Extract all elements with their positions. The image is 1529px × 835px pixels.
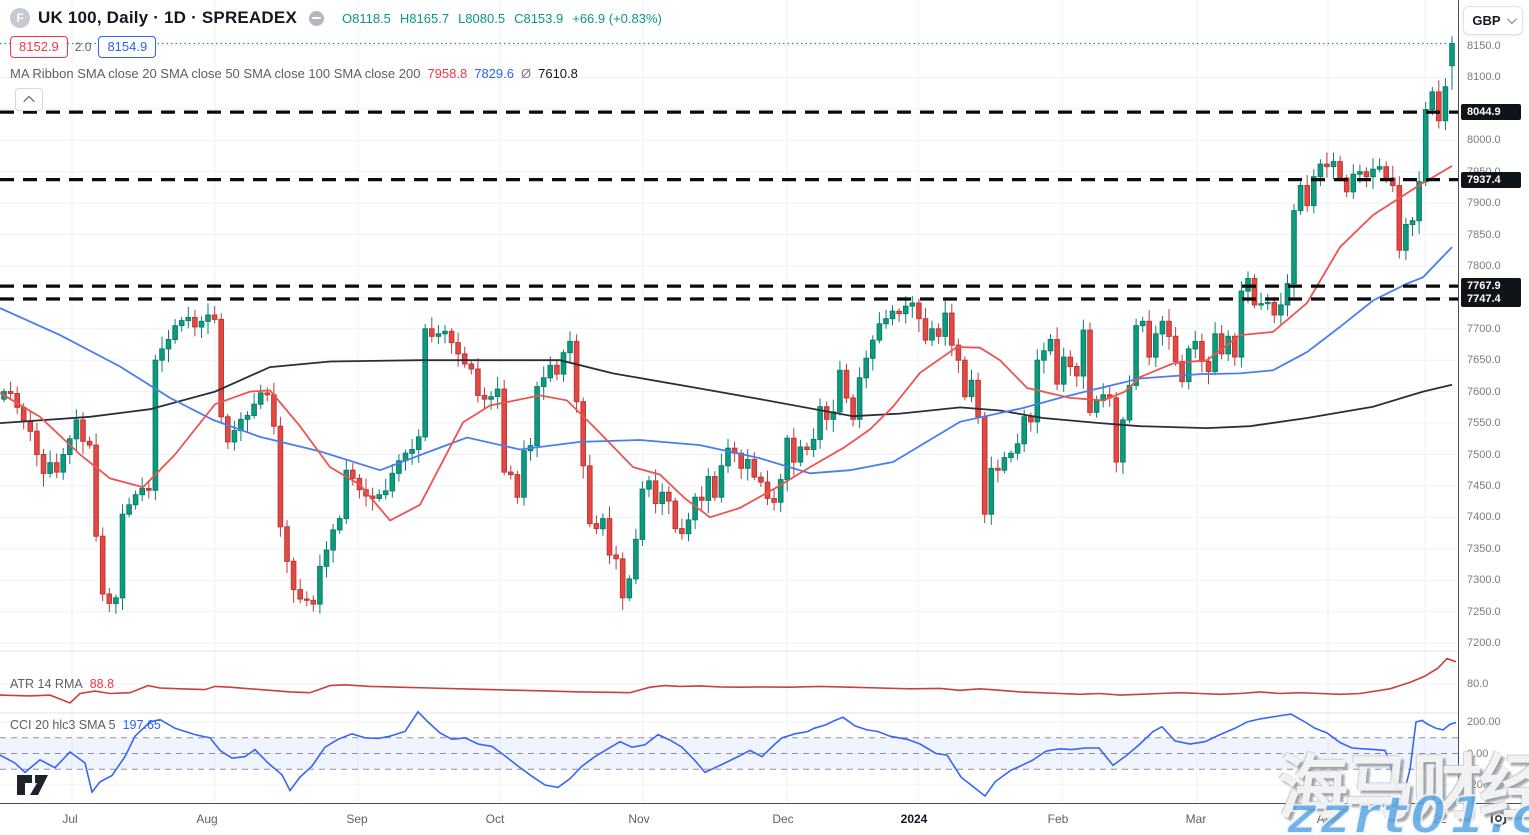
bid-ask-row: 8152.9 2.0 8154.9 — [10, 36, 157, 58]
price-level-badge: 7767.9 — [1461, 278, 1521, 295]
collapse-legend-button[interactable] — [15, 88, 43, 111]
change-value: +66.9 (+0.83%) — [572, 10, 662, 26]
symbol-logo-icon: F — [10, 8, 30, 28]
time-axis-label: Nov — [628, 812, 650, 826]
symbol-title[interactable]: UK 100, Daily · 1D · SPREADEX — [38, 8, 297, 27]
atr-legend[interactable]: ATR 14 RMA 88.8 — [10, 677, 114, 691]
price-level-badge: 7747.4 — [1461, 291, 1521, 307]
ma-ribbon-label: MA Ribbon SMA close 20 SMA close 50 SMA … — [10, 66, 421, 81]
high-value: H8165.7 — [399, 10, 450, 26]
atr-label: ATR 14 RMA — [10, 677, 83, 691]
price-tick: 7500.0 — [1467, 448, 1501, 461]
cci-tick: 0.00 — [1467, 747, 1489, 760]
price-tick: 7200.0 — [1467, 637, 1501, 649]
ohlc-values: O8118.5 H8165.7 L8080.5 C8153.9 +66.9 (+… — [342, 11, 662, 26]
tradingview-logo-icon[interactable] — [16, 773, 50, 797]
low-value: L8080.5 — [458, 10, 506, 26]
close-value: C8153.9 — [514, 10, 564, 26]
price-tick: 7600.0 — [1467, 385, 1501, 398]
price-tick: 8150.0 — [1467, 40, 1501, 52]
price-axis[interactable]: 7200.0 7250.0 7300.0 7350.0 7400.0 7450.0 7500… — [1458, 0, 1529, 803]
price-tick: 8000.0 — [1467, 134, 1501, 147]
sma100-hidden-value: Ø — [520, 66, 532, 81]
price-tick: 7350.0 — [1467, 542, 1501, 555]
chevron-down-icon — [1506, 14, 1517, 25]
sma20-value: 7958.8 — [427, 66, 468, 81]
time-axis-label: Sep — [346, 812, 368, 826]
spread-value: 2.0 — [74, 40, 92, 54]
currency-label: GBP — [1472, 13, 1501, 28]
market-status-icon[interactable] — [309, 10, 324, 26]
buy-button[interactable]: 8154.9 — [98, 36, 157, 58]
price-tick: 7700.0 — [1467, 322, 1501, 335]
time-axis-label: 2024 — [900, 812, 928, 826]
price-tick: 7650.0 — [1467, 354, 1501, 367]
time-axis-label: Oct — [485, 812, 505, 826]
open-value: O8118.5 — [342, 10, 391, 26]
price-tick: 7800.0 — [1467, 260, 1501, 272]
price-tick: 7850.0 — [1467, 228, 1501, 241]
price-level-badge: 8044.9 — [1461, 104, 1521, 121]
sell-button[interactable]: 8152.9 — [10, 36, 68, 58]
symbol-legend[interactable]: F UK 100, Daily · 1D · SPREADEX O8118.5 … — [10, 8, 662, 28]
price-level-badge: 7937.4 — [1461, 171, 1521, 188]
currency-dropdown[interactable]: GBP — [1463, 6, 1523, 35]
time-axis[interactable]: Jul Aug Sep Oct Nov Dec 2024 Feb Mar Apr 22 — [0, 803, 1529, 835]
chevron-up-icon — [23, 95, 35, 107]
cci-label: CCI 20 hlc3 SMA 5 — [10, 718, 116, 732]
time-axis-label: Jul — [62, 812, 78, 826]
atr-value: 88.8 — [89, 677, 115, 691]
cci-value: 197.65 — [122, 718, 161, 732]
price-tick: 7400.0 — [1467, 511, 1501, 524]
price-tick: 7250.0 — [1467, 605, 1501, 618]
sma50-value: 7829.6 — [474, 66, 514, 81]
cci-tick: -200.00 — [1467, 779, 1505, 791]
gear-icon[interactable] — [1489, 809, 1508, 828]
time-axis-label: Apr — [1316, 812, 1336, 826]
time-axis-label: 22 — [1433, 812, 1447, 826]
sma200-value: 7610.8 — [538, 66, 578, 81]
atr-tick: 80.0 — [1467, 678, 1489, 690]
time-axis-label: Mar — [1185, 812, 1207, 826]
price-tick: 7450.0 — [1467, 479, 1501, 492]
time-axis-label: Dec — [772, 812, 794, 826]
price-tick: 7300.0 — [1467, 574, 1501, 587]
cci-legend[interactable]: CCI 20 hlc3 SMA 5 197.65 — [10, 718, 161, 732]
price-tick: 8100.0 — [1467, 71, 1501, 84]
cci-tick: 200.00 — [1467, 716, 1501, 728]
time-axis-label: Feb — [1047, 812, 1069, 826]
price-tick: 7550.0 — [1467, 417, 1501, 430]
time-axis-label: Aug — [196, 812, 218, 826]
ma-ribbon-legend[interactable]: MA Ribbon SMA close 20 SMA close 50 SMA … — [10, 66, 578, 81]
price-tick: 7900.0 — [1467, 197, 1501, 210]
